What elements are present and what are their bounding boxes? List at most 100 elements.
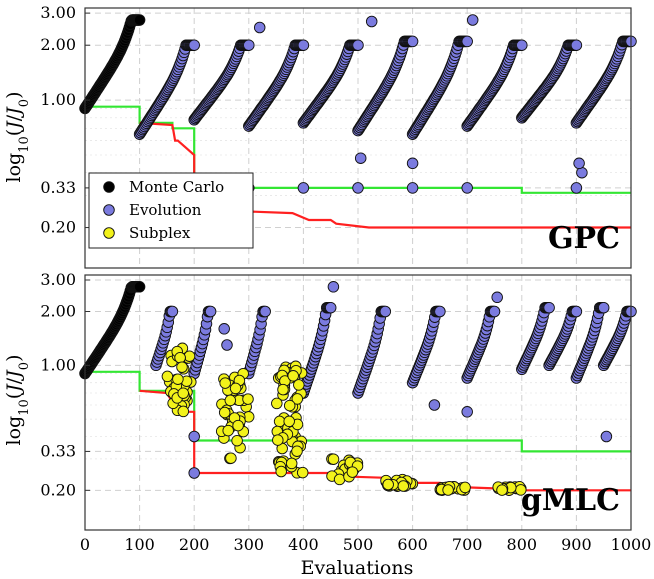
evolution-point bbox=[188, 430, 200, 443]
subplex-point bbox=[271, 397, 283, 410]
y-tick-label: 2.00 bbox=[40, 35, 76, 54]
evolution-point bbox=[434, 305, 446, 318]
x-tick-label: 0 bbox=[80, 535, 90, 554]
y-tick-label: 1.00 bbox=[40, 355, 76, 374]
y-tick-label: 1.00 bbox=[40, 90, 76, 109]
subplex-point bbox=[287, 370, 299, 382]
evolution-point bbox=[428, 399, 441, 411]
subplex-point bbox=[285, 457, 298, 470]
evolution-point bbox=[461, 182, 473, 194]
evolution-point bbox=[461, 35, 473, 48]
evolution-point bbox=[573, 157, 585, 170]
evolution-point bbox=[221, 339, 233, 351]
subplex-point bbox=[277, 383, 289, 396]
subplex-point bbox=[459, 481, 471, 494]
evolution-point bbox=[352, 182, 364, 194]
gmlc-y-axis-label: log10(J/J0) bbox=[3, 354, 32, 445]
gmlc-panel-title: gMLC bbox=[521, 483, 620, 518]
evolution-point bbox=[379, 305, 392, 318]
evolution-point bbox=[324, 301, 337, 314]
y-tick-label: 0.20 bbox=[40, 218, 76, 237]
subplex-point bbox=[231, 434, 243, 447]
gmlc-panel: 0.20 0.33 1.00 2.00 3.00 0 100 200 300 400 500 600… bbox=[3, 270, 651, 579]
x-tick-label: 700 bbox=[452, 535, 483, 554]
gmlc-axes-frame bbox=[84, 274, 632, 531]
y-tick-label: 0.33 bbox=[40, 178, 76, 197]
subplex-point bbox=[177, 387, 189, 399]
evolution-point bbox=[570, 305, 583, 318]
subplex-point bbox=[291, 445, 303, 457]
evolution-point bbox=[297, 182, 310, 194]
subplex-point bbox=[218, 406, 231, 419]
evolution-point bbox=[218, 323, 230, 335]
evolution-point bbox=[570, 39, 583, 51]
subplex-point bbox=[225, 452, 237, 464]
evolution-point bbox=[204, 305, 217, 318]
subplex-point bbox=[172, 373, 184, 385]
x-tick-label: 300 bbox=[234, 535, 265, 554]
subplex-point bbox=[224, 394, 237, 407]
legend-label: Subplex bbox=[129, 224, 191, 242]
evolution-point bbox=[543, 301, 555, 314]
evolution-point bbox=[259, 305, 271, 318]
evolution-point bbox=[406, 182, 419, 194]
subplex-point bbox=[397, 480, 410, 492]
gpc-y-axis-label: log10(J/J0) bbox=[3, 91, 32, 182]
y-tick-label: 3.00 bbox=[40, 270, 76, 289]
evolution-point bbox=[253, 21, 266, 34]
subplex-point bbox=[229, 382, 242, 395]
x-tick-label: 200 bbox=[179, 535, 210, 554]
x-tick-label: 900 bbox=[561, 535, 592, 554]
x-tick-label: 400 bbox=[288, 535, 319, 554]
subplex-point bbox=[272, 434, 284, 446]
evolution-point bbox=[491, 291, 503, 304]
subplex-point bbox=[283, 399, 296, 412]
x-tick-label: 600 bbox=[397, 535, 428, 554]
gpc-points bbox=[79, 14, 637, 194]
subplex-point bbox=[177, 405, 190, 418]
subplex-point bbox=[382, 478, 394, 491]
evolution-point bbox=[570, 182, 583, 194]
subplex-point bbox=[219, 377, 231, 389]
subplex-point bbox=[327, 453, 340, 465]
y-tick-label: 0.33 bbox=[40, 441, 76, 460]
legend-label: Monte Carlo bbox=[129, 178, 224, 196]
x-tick-label: 1000 bbox=[611, 535, 652, 554]
x-tick-label: 800 bbox=[507, 535, 538, 554]
subplex-point bbox=[232, 419, 244, 432]
subplex-point bbox=[161, 370, 174, 383]
monte-carlo-point bbox=[133, 14, 146, 26]
y-tick-label: 2.00 bbox=[40, 302, 76, 321]
evolution-point bbox=[406, 157, 419, 170]
legend-marker bbox=[103, 204, 115, 216]
y-tick-label: 0.20 bbox=[40, 480, 76, 499]
evolution-point bbox=[600, 430, 613, 443]
x-tick-label: 500 bbox=[343, 535, 374, 554]
gmlc-points bbox=[79, 281, 637, 496]
subplex-point bbox=[222, 424, 234, 437]
subplex-point bbox=[183, 350, 196, 362]
evolution-point bbox=[406, 35, 419, 48]
x-tick-labels: 0 100 200 300 400 500 600 700 800 900 1000 bbox=[80, 535, 651, 554]
evolution-point bbox=[188, 39, 200, 51]
evolution-point bbox=[352, 39, 364, 51]
subplex-point bbox=[346, 466, 359, 478]
evolution-point bbox=[488, 305, 501, 318]
subplex-point bbox=[174, 351, 186, 364]
reference-line bbox=[85, 105, 631, 194]
x-tick-label: 100 bbox=[124, 535, 155, 554]
subplex-point bbox=[283, 415, 295, 428]
legend-marker bbox=[103, 181, 115, 193]
gpc-panel: 0.20 0.33 1.00 2.00 3.00 log10(J/J0) GPC Mon… bbox=[3, 3, 637, 269]
gpc-panel-title: GPC bbox=[548, 221, 620, 256]
evolution-point bbox=[243, 39, 255, 51]
gpc-axes-frame bbox=[84, 7, 632, 269]
subplex-point bbox=[176, 361, 188, 373]
subplex-point bbox=[442, 484, 454, 496]
subplex-point bbox=[496, 484, 508, 496]
subplex-point bbox=[275, 465, 287, 478]
y-tick-label: 3.00 bbox=[40, 3, 76, 22]
evolution-point bbox=[327, 281, 340, 293]
evolution-point bbox=[576, 166, 588, 179]
